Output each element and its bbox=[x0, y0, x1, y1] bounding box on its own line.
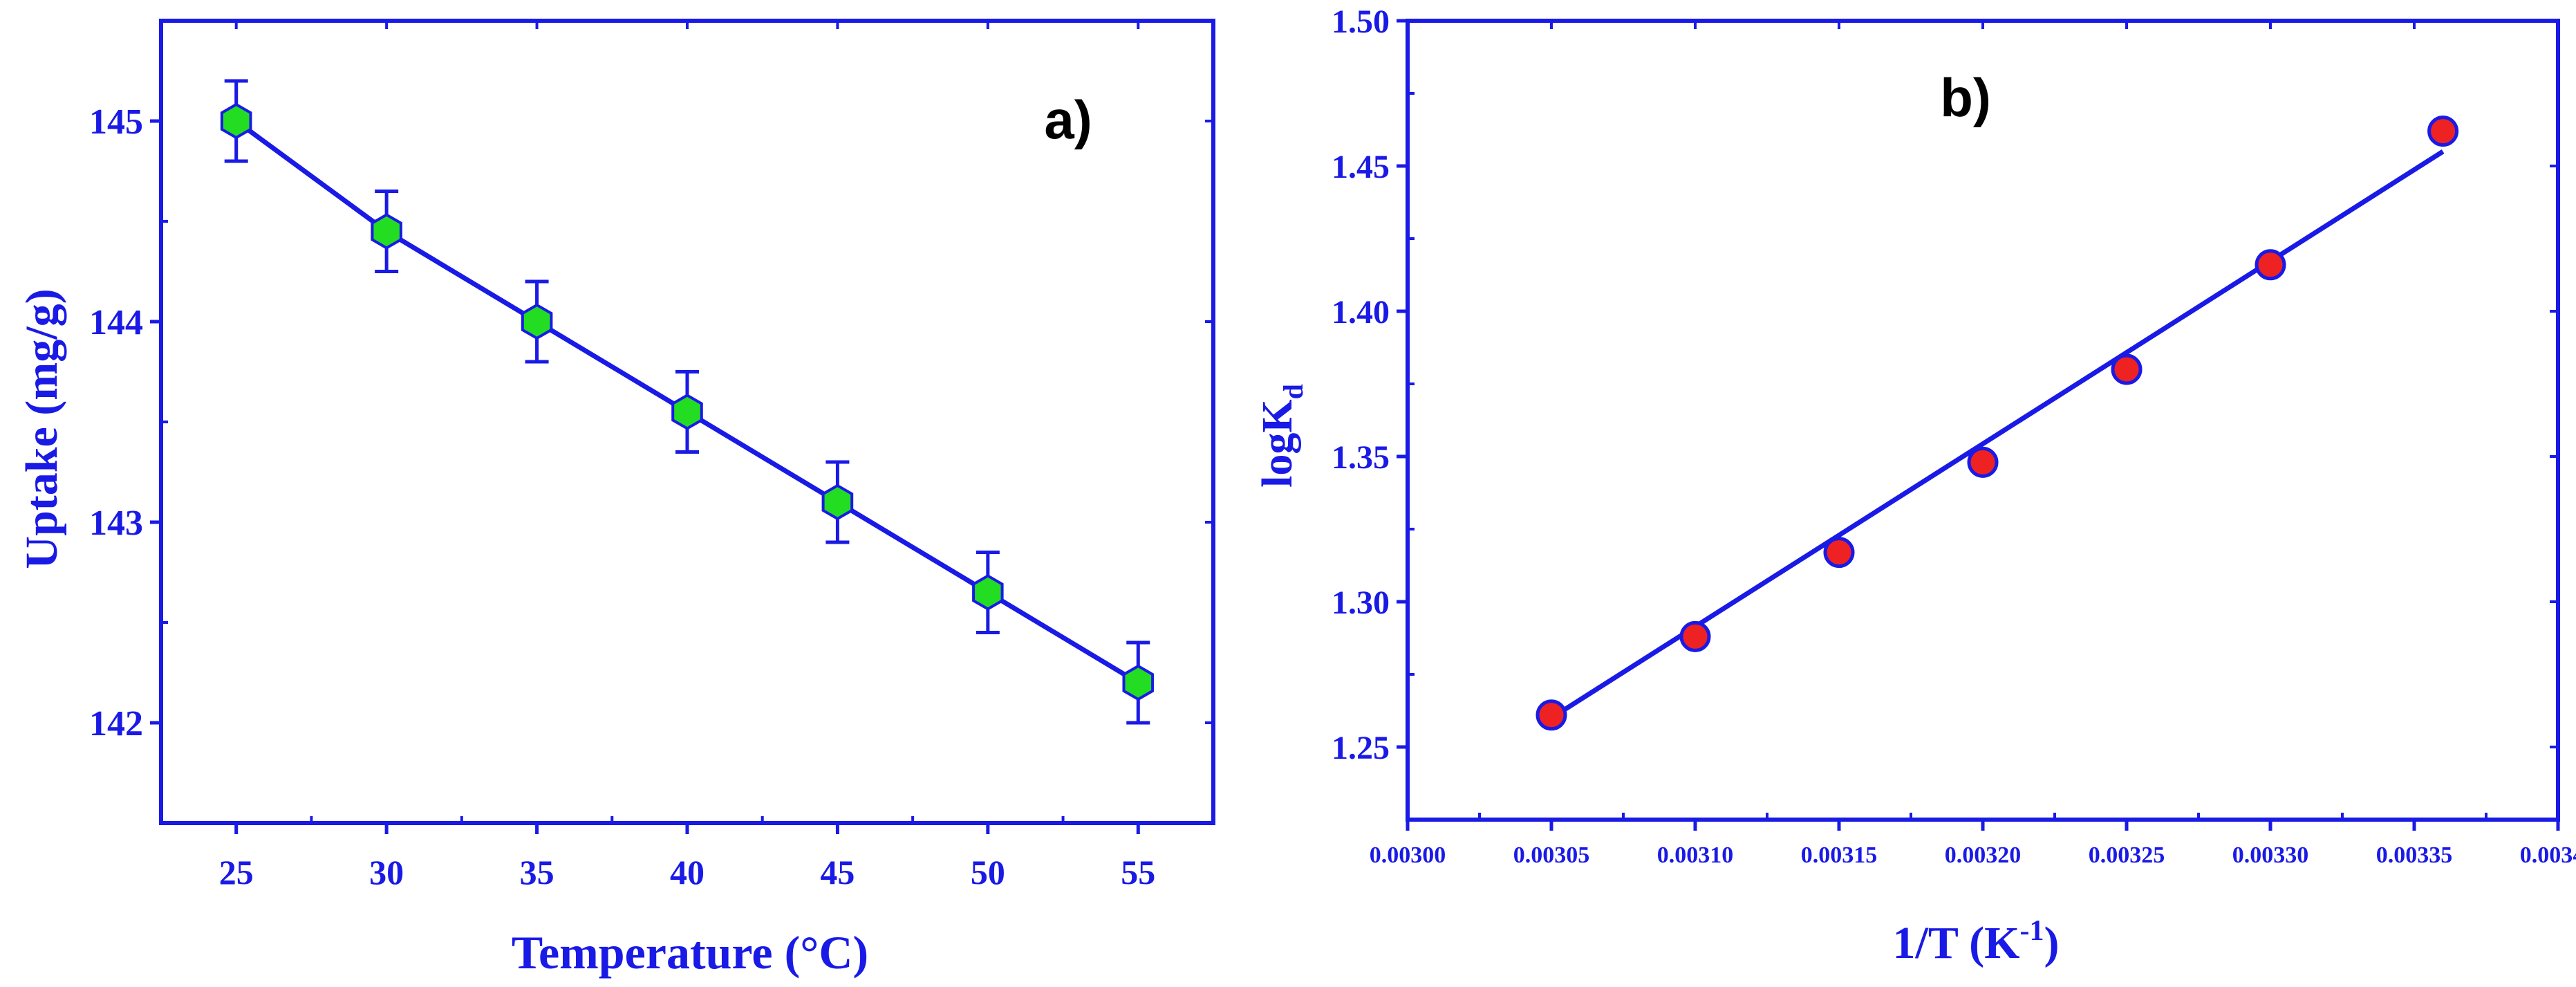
chart-a-data-point bbox=[521, 303, 553, 340]
chart-a-panel-label: a) bbox=[1044, 89, 1092, 150]
chart-b-x-axis-title: 1/T (K-1) bbox=[1893, 915, 2060, 968]
chart-b-y-tick-label: 1.50 bbox=[1332, 3, 1390, 40]
chart-b-data-point bbox=[2255, 249, 2286, 281]
chart-a-data-point bbox=[1122, 664, 1155, 701]
chart-b-y-axis-title-main: logK bbox=[1254, 399, 1301, 487]
chart-a-x-axis-title: Temperature (°C) bbox=[512, 926, 868, 979]
chart-a-x-tick-label: 40 bbox=[670, 853, 704, 892]
chart-a-x-tick-label: 30 bbox=[369, 853, 404, 892]
chart-b-y-tick-label: 1.45 bbox=[1332, 149, 1390, 185]
chart-b-y-axis-title: logKd bbox=[1254, 384, 1309, 488]
chart-a-y-tick-label: 142 bbox=[89, 704, 143, 744]
chart-b-x-axis-title-end: ) bbox=[2044, 918, 2060, 968]
chart-b-data-point bbox=[2111, 353, 2143, 385]
chart-a: 25 30 35 40 45 50 55 142 143 144 145 a) Temperatur… bbox=[17, 19, 1215, 979]
chart-a-data-point bbox=[972, 574, 1004, 611]
chart-b-series bbox=[1536, 116, 2459, 731]
chart-a-x-tick-label: 35 bbox=[520, 853, 554, 892]
chart-b-y-tick-label: 1.30 bbox=[1332, 584, 1390, 621]
chart-b-x-tick-label: 0.00300 bbox=[1370, 842, 1446, 868]
chart-b-data-point bbox=[1536, 699, 1567, 731]
chart-a-x-tick-label: 50 bbox=[971, 853, 1005, 892]
chart-a-y-tick-label: 145 bbox=[89, 102, 143, 142]
chart-b-data-point bbox=[1823, 537, 1855, 569]
chart-b-x-tick-label: 0.00340 bbox=[2520, 842, 2576, 868]
chart-b-x-tick-label: 0.00330 bbox=[2232, 842, 2309, 868]
chart-b-y-tick-label: 1.40 bbox=[1332, 294, 1390, 331]
chart-b-x-tick-label: 0.00315 bbox=[1801, 842, 1878, 868]
chart-a-data-point bbox=[821, 483, 854, 521]
chart-b-x-tick-label: 0.00320 bbox=[1945, 842, 2022, 868]
chart-b-x-tick-label: 0.00310 bbox=[1657, 842, 1734, 868]
chart-b-y-tick-label: 1.35 bbox=[1332, 439, 1390, 476]
chart-a-x-tick-label: 55 bbox=[1121, 853, 1155, 892]
chart-a-y-tick-label: 144 bbox=[89, 303, 143, 342]
chart-b: 0.00300 0.00305 0.00310 0.00315 0.00320 0.003… bbox=[1254, 3, 2576, 968]
chart-a-y-tick-label: 143 bbox=[89, 504, 143, 543]
chart-a-series bbox=[220, 79, 1155, 725]
chart-a-data-point bbox=[371, 213, 402, 250]
chart-b-x-tick-label: 0.00305 bbox=[1513, 842, 1590, 868]
chart-a-x-tick-label: 45 bbox=[820, 853, 855, 892]
chart-b-data-point bbox=[2427, 116, 2459, 147]
chart-b-x-tick-label: 0.00325 bbox=[2089, 842, 2165, 868]
chart-a-ticks: 25 30 35 40 45 50 55 142 143 144 145 bbox=[89, 21, 1213, 892]
chart-b-data-point bbox=[1679, 620, 1711, 652]
chart-b-x-axis-title-sup: -1 bbox=[2020, 915, 2044, 947]
chart-b-panel-label: b) bbox=[1940, 67, 1991, 128]
chart-a-y-axis-title: Uptake (mg/g) bbox=[17, 288, 67, 569]
chart-a-data-point bbox=[220, 102, 252, 140]
chart-b-x-tick-label: 0.00335 bbox=[2376, 842, 2453, 868]
chart-b-y-tick-label: 1.25 bbox=[1332, 730, 1390, 766]
chart-b-y-axis-title-sub: d bbox=[1278, 384, 1309, 399]
chart-a-x-tick-label: 25 bbox=[219, 853, 254, 892]
chart-a-data-point bbox=[671, 394, 703, 430]
chart-b-x-axis-title-main: 1/T (K bbox=[1893, 918, 2020, 968]
chart-b-data-point bbox=[1967, 446, 1999, 478]
chart-b-ticks: 0.00300 0.00305 0.00310 0.00315 0.00320 0.003… bbox=[1332, 3, 2576, 868]
